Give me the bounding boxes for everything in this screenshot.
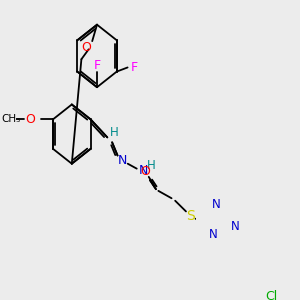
- Text: O: O: [81, 41, 91, 54]
- Text: N: N: [209, 228, 218, 241]
- Text: H: H: [147, 159, 155, 172]
- Text: N: N: [212, 198, 220, 211]
- Text: N: N: [231, 220, 239, 233]
- Text: O: O: [25, 113, 35, 126]
- Text: S: S: [186, 208, 195, 223]
- Text: N: N: [118, 154, 127, 167]
- Text: H: H: [110, 126, 119, 139]
- Text: Cl: Cl: [266, 290, 278, 300]
- Text: F: F: [94, 59, 100, 72]
- Text: F: F: [131, 61, 138, 74]
- Text: N: N: [139, 164, 148, 177]
- Text: CH₃: CH₃: [2, 114, 21, 124]
- Text: O: O: [140, 165, 150, 178]
